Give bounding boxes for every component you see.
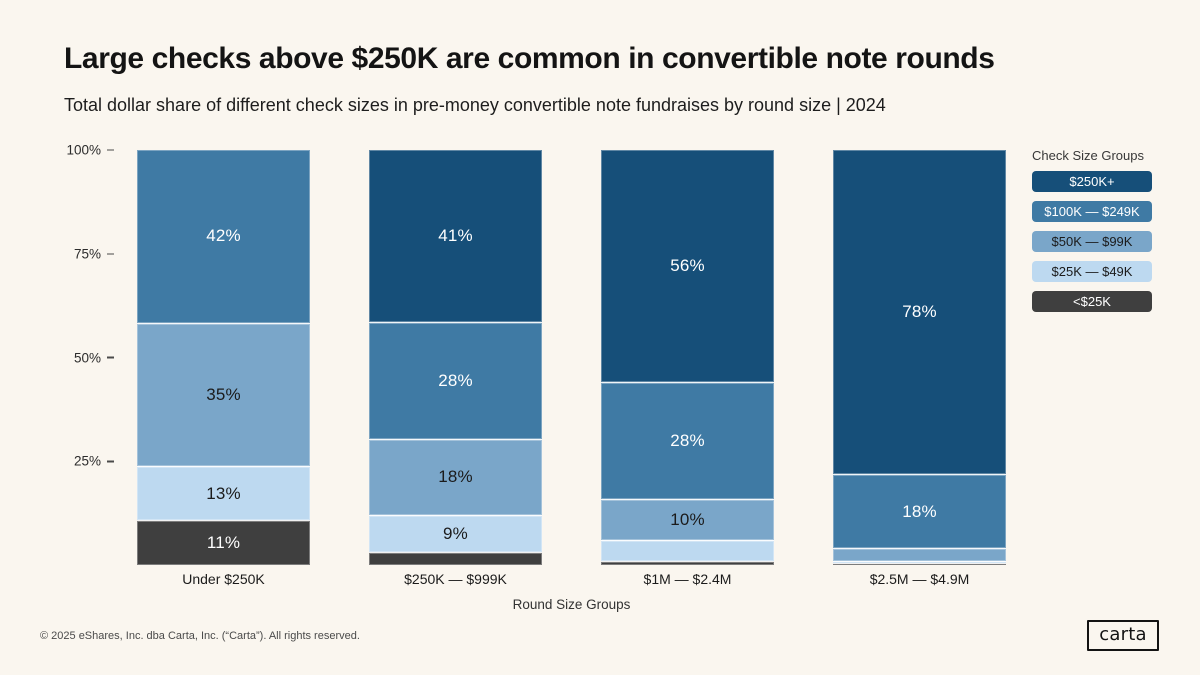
y-tick-label: 50% [73, 350, 101, 365]
legend-title: Check Size Groups [1032, 148, 1144, 163]
bar-segment: 56% [601, 150, 774, 383]
legend-chip: $25K — $49K [1032, 261, 1152, 282]
bar-segment: 9% [369, 514, 542, 553]
bar-segment: 41% [369, 150, 542, 322]
plot-area: 42% 35% 13% 11% 41% 28% 18% 9% 56% 28% 10% 78% 18% [137, 150, 1006, 565]
bar-segment [601, 560, 774, 565]
segment-value-label: 9% [443, 524, 468, 544]
y-tick-mark [107, 253, 114, 255]
y-axis-tick: 50% [74, 350, 114, 365]
x-category-label: $2.5M — $4.9M [869, 571, 970, 587]
segment-value-label: 41% [438, 225, 473, 245]
bar-segment: 18% [833, 473, 1006, 549]
bar-segment: 78% [833, 150, 1006, 474]
y-tick-label: 25% [73, 453, 101, 469]
bar-column: 41% 28% 18% 9% [369, 150, 542, 565]
segment-value-label: 11% [206, 532, 241, 552]
bar-segment: 18% [369, 439, 542, 515]
y-tick-label: 100% [66, 142, 101, 158]
segment-value-label: 28% [670, 430, 705, 450]
segment-value-label: 13% [206, 483, 241, 503]
segment-value-label: 28% [438, 371, 473, 391]
legend: Check Size Groups $250K+ $100K — $249K $50… [1032, 148, 1152, 321]
segment-value-label: 10% [670, 509, 705, 529]
bar-segment: 28% [601, 382, 774, 499]
y-tick-mark [107, 356, 114, 359]
segment-value-label: 56% [670, 256, 705, 276]
bar-segment: 28% [369, 321, 542, 440]
bar-segment: 10% [601, 498, 774, 541]
x-axis-title: Round Size Groups [512, 597, 631, 612]
bar-column: 78% 18% [833, 150, 1006, 565]
legend-chip: $100K — $249K [1032, 201, 1152, 222]
bar-segment: 13% [137, 466, 310, 520]
y-axis-tick: 75% [74, 246, 114, 261]
y-axis-tick: 100% [66, 143, 114, 158]
bar-segment [833, 548, 1006, 561]
bar-segment [601, 540, 774, 561]
chart-title: Large checks above $250K are common in c… [64, 42, 995, 75]
chart-subtitle: Total dollar share of different check si… [64, 95, 886, 115]
y-axis-tick: 25% [74, 454, 114, 469]
bar-segment: 42% [137, 150, 310, 323]
segment-value-label: 18% [902, 501, 937, 521]
copyright-text: © 2025 eShares, Inc. dba Carta, Inc. (“C… [40, 630, 360, 642]
y-tick-mark [107, 460, 114, 462]
x-category-label: $250K — $999K [404, 571, 507, 587]
x-axis-category-labels: Under $250K $250K — $999K $1M — $2.4M $2.5M… [137, 571, 1006, 587]
legend-chip: <$25K [1032, 291, 1152, 312]
legend-chip: $250K+ [1032, 171, 1152, 192]
bar-segment: 35% [137, 322, 310, 467]
segment-value-label: 78% [902, 301, 937, 321]
bar-segment: 11% [137, 519, 310, 565]
bar-segment [833, 562, 1006, 565]
x-category-label: $1M — $2.4M [643, 571, 732, 587]
bar-segment [369, 552, 542, 565]
y-tick-mark [107, 149, 114, 151]
bar-segment [833, 560, 1006, 563]
carta-logo: carta [1087, 620, 1159, 651]
segment-value-label: 42% [206, 226, 241, 246]
y-tick-label: 75% [73, 246, 101, 262]
bar-column: 56% 28% 10% [601, 150, 774, 565]
legend-chip: $50K — $99K [1032, 231, 1152, 252]
segment-value-label: 35% [206, 384, 241, 404]
segment-value-label: 18% [438, 467, 473, 487]
y-axis: 100% 75% 50% 25% [40, 143, 114, 565]
x-category-label: Under $250K [182, 571, 265, 587]
bar-column: 42% 35% 13% 11% [137, 150, 310, 565]
